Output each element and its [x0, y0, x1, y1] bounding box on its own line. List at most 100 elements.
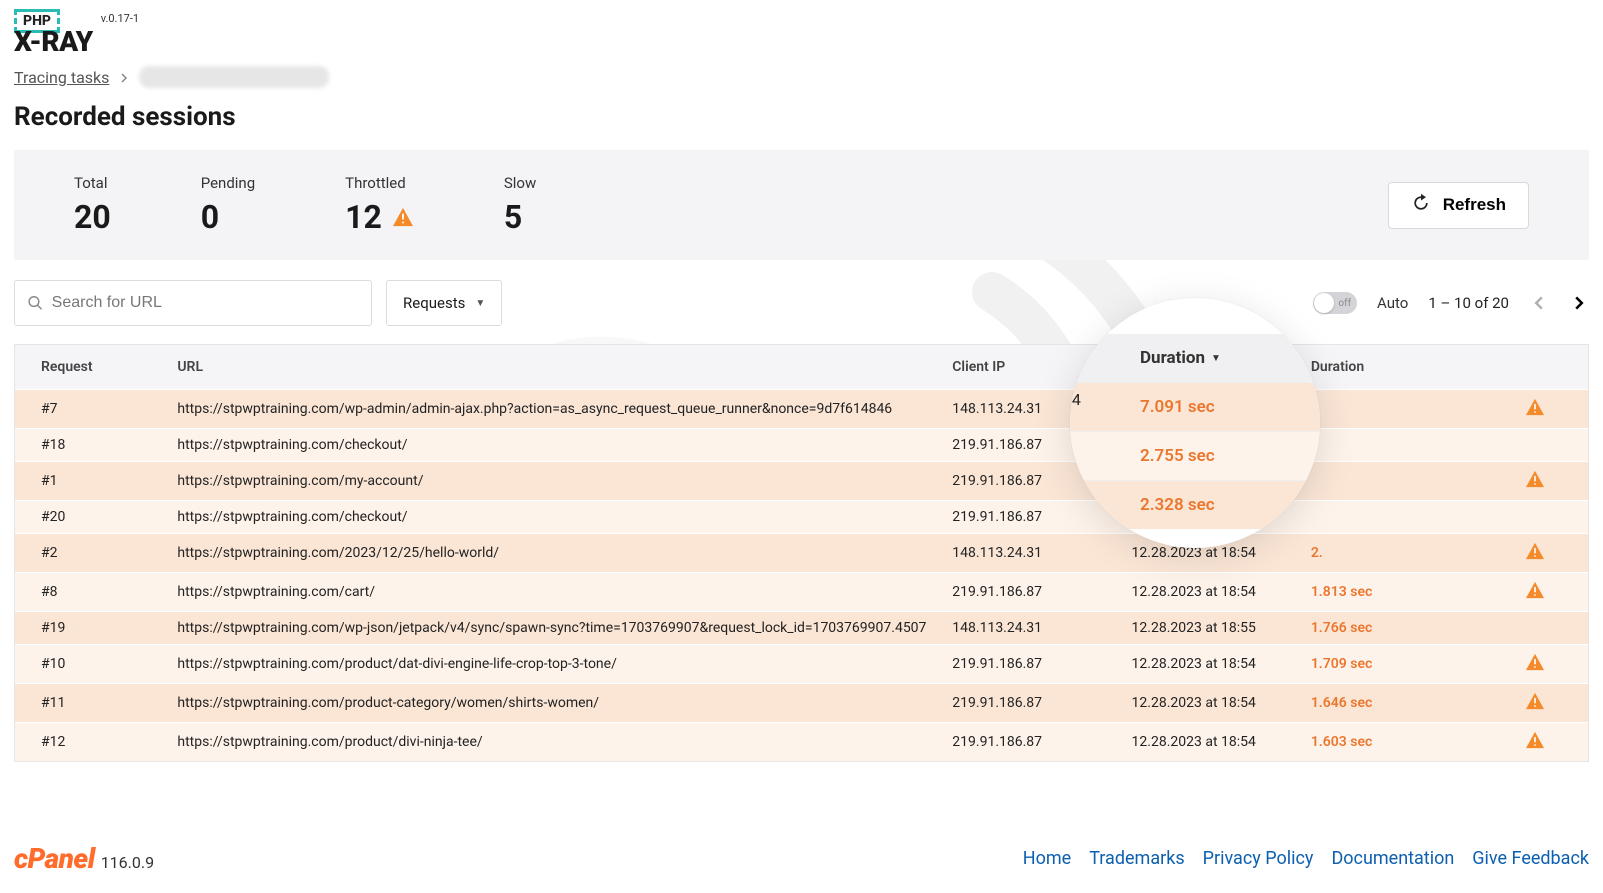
cell-duration: 2.	[1299, 534, 1496, 573]
cell-request: #20	[15, 501, 165, 534]
refresh-label: Refresh	[1443, 195, 1506, 215]
cell-request: #1	[15, 462, 165, 501]
cell-start-time: 12.28.2023 at 18:54	[1120, 573, 1299, 612]
mag-col-duration[interactable]: Duration ▼	[1070, 334, 1320, 382]
mag-row-2[interactable]: 2.755 sec	[1070, 431, 1320, 480]
cell-url: https://stpwptraining.com/checkout/	[165, 429, 940, 462]
cell-client-ip: 148.113.24.31	[940, 534, 1119, 573]
cell-client-ip: 219.91.186.87	[940, 684, 1119, 723]
footer-link[interactable]: Trademarks	[1089, 848, 1184, 869]
pagination-info: 1 – 10 of 20	[1428, 294, 1509, 312]
magnifier-overlay: i4 Duration ▼ 7.091 sec 2.755 sec 2.328 …	[1070, 298, 1320, 548]
cell-flag	[1495, 390, 1588, 429]
cell-flag	[1495, 534, 1588, 573]
table-row[interactable]: #11https://stpwptraining.com/product-cat…	[15, 684, 1588, 723]
cell-start-time: 12.28.2023 at 18:55	[1120, 612, 1299, 645]
stat-pending-label: Pending	[201, 174, 255, 192]
sessions-table: Request URL Client IP Start time Duratio…	[14, 344, 1589, 762]
cell-flag	[1495, 645, 1588, 684]
col-header-request[interactable]: Request	[15, 345, 165, 390]
cell-request: #19	[15, 612, 165, 645]
cell-url: https://stpwptraining.com/cart/	[165, 573, 940, 612]
warning-triangle-icon	[1525, 398, 1545, 416]
cell-url: https://stpwptraining.com/product/divi-n…	[165, 723, 940, 762]
cell-duration: 1.766 sec	[1299, 612, 1496, 645]
cell-url: https://stpwptraining.com/my-account/	[165, 462, 940, 501]
cell-client-ip: 219.91.186.87	[940, 723, 1119, 762]
warning-triangle-icon	[1525, 653, 1545, 671]
cell-url: https://stpwptraining.com/product-catego…	[165, 684, 940, 723]
cell-flag	[1495, 684, 1588, 723]
refresh-icon	[1411, 193, 1431, 218]
table-row[interactable]: #19https://stpwptraining.com/wp-json/jet…	[15, 612, 1588, 645]
stats-bar: Total 20 Pending 0 Throttled 12 Slow 5 R…	[14, 150, 1589, 260]
auto-toggle[interactable]: off	[1313, 292, 1357, 314]
cell-client-ip: 219.91.186.87	[940, 501, 1119, 534]
cpanel-version: 116.0.9	[101, 853, 154, 872]
warning-triangle-icon	[1525, 542, 1545, 560]
cell-request: #7	[15, 390, 165, 429]
table-row[interactable]: #2https://stpwptraining.com/2023/12/25/h…	[15, 534, 1588, 573]
table-row[interactable]: #10https://stpwptraining.com/product/dat…	[15, 645, 1588, 684]
search-input-wrap[interactable]	[14, 280, 372, 326]
cell-flag	[1495, 573, 1588, 612]
col-header-flag	[1495, 345, 1588, 390]
cell-duration: 1.603 sec	[1299, 723, 1496, 762]
stat-total-label: Total	[74, 174, 111, 192]
product-version: v.0.17-1	[101, 12, 139, 25]
cell-client-ip: 219.91.186.87	[940, 645, 1119, 684]
requests-dropdown[interactable]: Requests ▼	[386, 280, 502, 326]
search-icon	[27, 294, 44, 312]
footer-link[interactable]: Give Feedback	[1472, 848, 1589, 869]
stat-pending-value: 0	[201, 198, 255, 236]
breadcrumb-current-redacted	[139, 66, 329, 88]
footer-link[interactable]: Documentation	[1331, 848, 1454, 869]
table-row[interactable]: #8https://stpwptraining.com/cart/219.91.…	[15, 573, 1588, 612]
cell-start-time: 12.28.2023 at 18:54	[1120, 723, 1299, 762]
col-header-url[interactable]: URL	[165, 345, 940, 390]
sort-desc-icon: ▼	[1211, 353, 1221, 364]
cell-client-ip: 219.91.186.87	[940, 573, 1119, 612]
cell-url: https://stpwptraining.com/wp-json/jetpac…	[165, 612, 940, 645]
chevron-right-icon	[119, 68, 129, 87]
cell-duration	[1299, 462, 1496, 501]
warning-triangle-icon	[1525, 581, 1545, 599]
table-row[interactable]: #18https://stpwptraining.com/checkout/21…	[15, 429, 1588, 462]
mag-row-1[interactable]: 7.091 sec	[1070, 382, 1320, 431]
next-page-button[interactable]	[1569, 293, 1589, 313]
cell-duration	[1299, 501, 1496, 534]
footer: cPanel 116.0.9 Home Trademarks Privacy Pol…	[0, 832, 1603, 893]
page-title: Recorded sessions	[14, 102, 1589, 132]
warning-triangle-icon	[1525, 731, 1545, 749]
cell-request: #12	[15, 723, 165, 762]
cell-url: https://stpwptraining.com/wp-admin/admin…	[165, 390, 940, 429]
footer-link[interactable]: Home	[1023, 848, 1071, 869]
table-row[interactable]: #12https://stpwptraining.com/product/div…	[15, 723, 1588, 762]
cell-url: https://stpwptraining.com/2023/12/25/hel…	[165, 534, 940, 573]
cell-flag	[1495, 612, 1588, 645]
cell-request: #8	[15, 573, 165, 612]
refresh-button[interactable]: Refresh	[1388, 182, 1529, 229]
prev-page-button[interactable]	[1529, 293, 1549, 313]
table-row[interactable]: #7https://stpwptraining.com/wp-admin/adm…	[15, 390, 1588, 429]
cell-duration: 1.646 sec	[1299, 684, 1496, 723]
breadcrumb-root[interactable]: Tracing tasks	[14, 68, 109, 87]
search-input[interactable]	[52, 294, 359, 312]
cell-url: https://stpwptraining.com/product/dat-di…	[165, 645, 940, 684]
toggle-off-label: off	[1338, 298, 1351, 309]
table-row[interactable]: #1https://stpwptraining.com/my-account/2…	[15, 462, 1588, 501]
product-name: X-RAY	[14, 25, 93, 58]
mag-fragment: i4	[1070, 390, 1081, 409]
cell-start-time: 12.28.2023 at 18:54	[1120, 645, 1299, 684]
table-row[interactable]: #20https://stpwptraining.com/checkout/21…	[15, 501, 1588, 534]
breadcrumb: Tracing tasks	[14, 66, 1589, 88]
col-header-duration[interactable]: Duration	[1299, 345, 1496, 390]
cell-duration	[1299, 429, 1496, 462]
footer-link[interactable]: Privacy Policy	[1203, 848, 1314, 869]
stat-throttled-value: 12	[345, 198, 382, 236]
cell-url: https://stpwptraining.com/checkout/	[165, 501, 940, 534]
requests-dropdown-label: Requests	[403, 294, 465, 312]
warning-triangle-icon	[1525, 470, 1545, 488]
cpanel-logo: cPanel	[14, 842, 95, 875]
stat-slow-label: Slow	[504, 174, 536, 192]
